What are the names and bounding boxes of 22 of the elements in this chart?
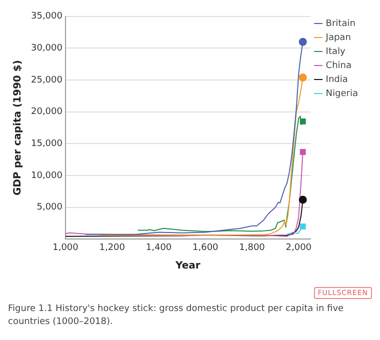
y-tick-label: 5,000 (36, 202, 63, 213)
x-tick-label: 1,800 (239, 242, 266, 253)
y-tick-label: 35,000 (30, 12, 63, 22)
legend-label: Britain (326, 18, 356, 29)
y-tick-label: 10,000 (30, 170, 63, 181)
x-tick-label: 1,000 (52, 242, 79, 253)
x-axis-title: Year (174, 260, 200, 272)
legend-label: Italy (326, 46, 346, 57)
y-tick-label: 25,000 (30, 75, 63, 86)
x-tick-label: 2,000 (286, 242, 312, 253)
y-tick-label: 15,000 (30, 139, 63, 150)
caption: Figure 1.1 History's hockey stick: gross domestic product per capita in five countries (1000–2018). (8, 303, 345, 328)
x-tick-label: 1,600 (192, 242, 219, 253)
legend-label: Nigeria (326, 88, 358, 99)
y-axis-title: GDP per capita (1990 $) (12, 60, 24, 196)
y-tick-label: 20,000 (30, 107, 63, 118)
x-tick-label: 1,400 (146, 242, 172, 253)
x-tick-label: 1,200 (99, 242, 126, 253)
legend-label: India (326, 74, 348, 85)
legend-label: China (326, 60, 352, 71)
legend-label: Japan (324, 32, 351, 43)
y-tick-label: 30,000 (30, 44, 63, 54)
